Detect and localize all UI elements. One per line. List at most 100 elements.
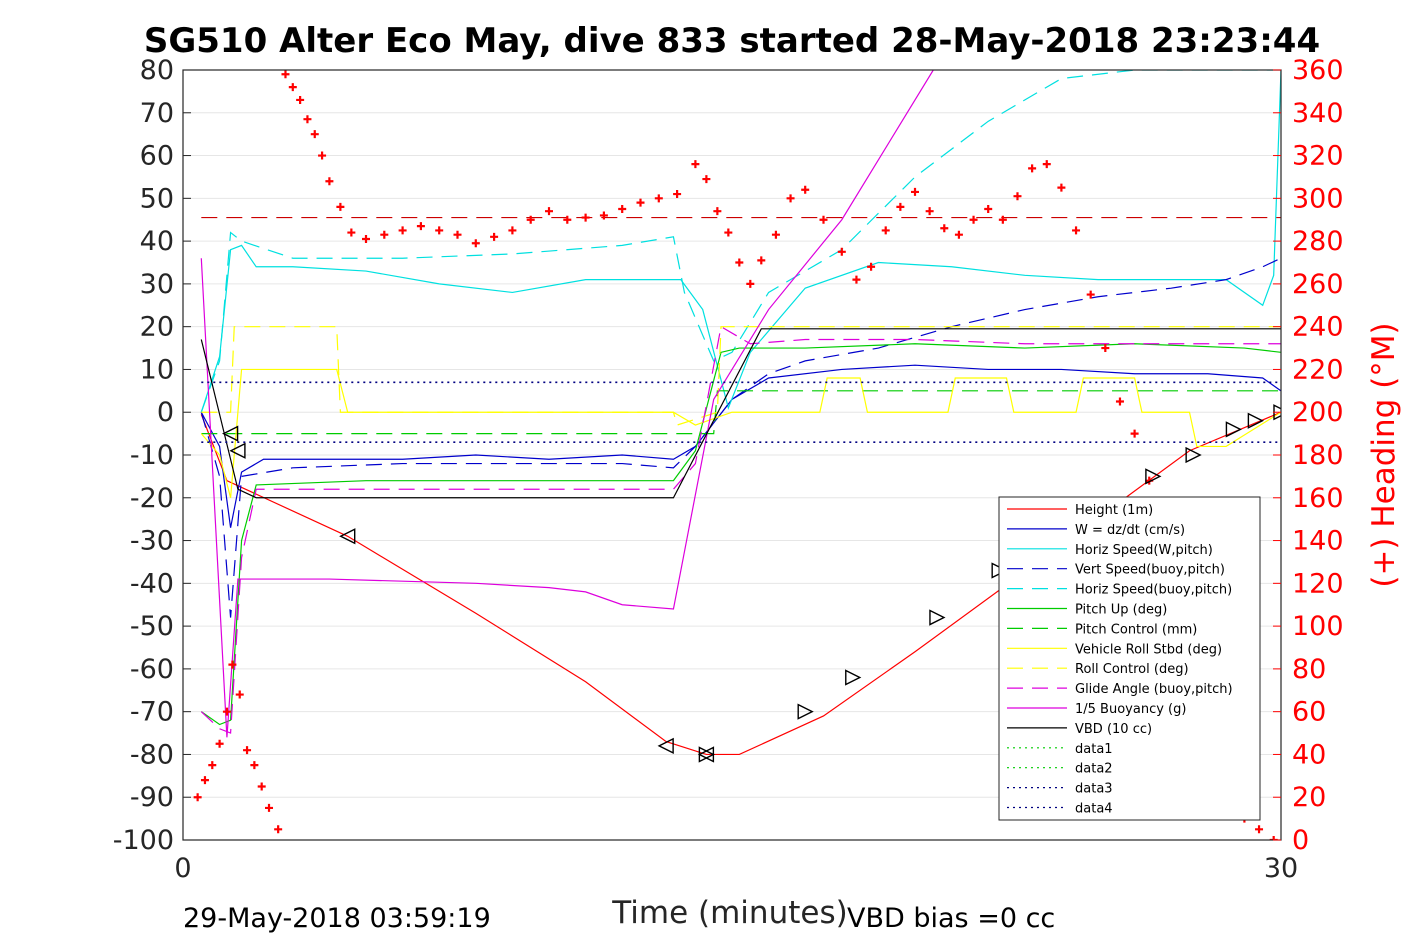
dive-marker bbox=[229, 442, 246, 459]
y-tick-label: -100 bbox=[113, 825, 174, 856]
heading-point bbox=[713, 207, 722, 216]
right-tick-label: 180 bbox=[1292, 440, 1344, 471]
y-tick-label: -20 bbox=[130, 483, 174, 514]
right-tick-label: 320 bbox=[1292, 141, 1344, 172]
heading-point bbox=[984, 205, 993, 214]
heading-point bbox=[1086, 290, 1095, 299]
series-vehicle-roll-stbd-deg- bbox=[200, 368, 1281, 498]
heading-point bbox=[228, 660, 237, 669]
heading-point bbox=[954, 230, 963, 239]
legend-entry: data4 bbox=[1075, 802, 1113, 817]
left-y-axis: 80 70 60 50 40 30 20 10 0 -10 -20 -30 -40 -50 -60 -70 -8… bbox=[113, 55, 191, 856]
heading-point bbox=[691, 160, 700, 169]
heading-point bbox=[508, 226, 517, 235]
series-vbd-10-cc- bbox=[200, 328, 1281, 499]
dive-marker bbox=[222, 425, 239, 442]
legend-entry: data1 bbox=[1075, 742, 1113, 757]
heading-point bbox=[911, 187, 919, 196]
right-tick-label: 280 bbox=[1292, 226, 1344, 257]
right-tick-label: 260 bbox=[1292, 269, 1344, 300]
legend-entry: VBD (10 cc) bbox=[1075, 722, 1152, 737]
y-tick-label: -30 bbox=[130, 526, 174, 557]
heading-point bbox=[563, 215, 572, 224]
heading-point bbox=[380, 230, 389, 239]
heading-point bbox=[325, 177, 334, 186]
heading-point bbox=[490, 232, 499, 241]
heading-point bbox=[925, 207, 934, 216]
heading-point bbox=[867, 262, 876, 271]
right-tick-label: 240 bbox=[1292, 312, 1344, 343]
heading-point bbox=[673, 190, 682, 199]
heading-point bbox=[336, 202, 345, 211]
x-axis-label: Time (minutes) bbox=[611, 895, 847, 931]
right-tick-label: 140 bbox=[1292, 526, 1344, 557]
right-y-axis-label: (+) Heading (°M) bbox=[1366, 322, 1402, 587]
right-tick-label: 120 bbox=[1292, 568, 1344, 599]
heading-point bbox=[250, 761, 259, 770]
heading-point bbox=[265, 803, 274, 812]
x-tick-label: 0 bbox=[174, 853, 191, 884]
heading-point bbox=[786, 194, 795, 203]
heading-point bbox=[1072, 226, 1081, 235]
y-tick-label: -50 bbox=[130, 611, 174, 642]
legend-entry: Pitch Up (deg) bbox=[1075, 603, 1167, 618]
heading-point bbox=[1101, 344, 1110, 353]
legend-entry: 1/5 Buoyancy (g) bbox=[1075, 702, 1186, 717]
heading-point bbox=[852, 275, 861, 284]
heading-point bbox=[362, 234, 370, 243]
heading-point bbox=[274, 825, 283, 834]
heading-point bbox=[243, 746, 252, 755]
series-horiz-speed-buoy-pitch- bbox=[200, 70, 1281, 413]
legend-entry: Glide Angle (buoy,pitch) bbox=[1075, 682, 1233, 697]
climb-marker bbox=[698, 746, 715, 763]
legend-box bbox=[998, 496, 1261, 821]
series-horiz-speed-w-pitch- bbox=[200, 70, 1281, 413]
y-tick-label: -40 bbox=[130, 568, 174, 599]
climb-marker bbox=[797, 703, 814, 720]
heading-point bbox=[1130, 429, 1139, 438]
y-tick-label: -80 bbox=[130, 739, 174, 770]
climb-marker bbox=[929, 609, 946, 626]
climb-marker bbox=[1225, 421, 1242, 438]
heading-point bbox=[581, 213, 590, 222]
heading-point bbox=[837, 247, 846, 256]
series-vert-speed-buoy-pitch- bbox=[200, 257, 1281, 618]
heading-point bbox=[235, 690, 244, 699]
right-tick-label: 340 bbox=[1292, 98, 1344, 129]
right-tick-label: 40 bbox=[1292, 739, 1326, 770]
climb-marker bbox=[1145, 468, 1162, 485]
heading-point bbox=[940, 224, 949, 233]
heading-point bbox=[318, 151, 327, 160]
y-tick-label: 0 bbox=[157, 397, 174, 428]
y-tick-label: 10 bbox=[140, 354, 174, 385]
right-tick-label: 220 bbox=[1292, 354, 1344, 385]
climb-marker bbox=[845, 669, 862, 686]
y-tick-label: 60 bbox=[140, 141, 174, 172]
heading-point bbox=[969, 215, 978, 224]
footer-timestamp: 29-May-2018 03:59:19 bbox=[183, 903, 491, 934]
heading-point bbox=[288, 83, 297, 92]
heading-point bbox=[819, 215, 828, 224]
right-y-axis: 3603403203002802602402202001801601401201… bbox=[1273, 55, 1344, 856]
heading-point bbox=[193, 793, 202, 802]
heading-point bbox=[222, 707, 231, 716]
heading-point bbox=[453, 230, 462, 239]
legend-entry: Vert Speed(buoy,pitch) bbox=[1075, 563, 1225, 578]
heading-point bbox=[281, 70, 290, 79]
right-tick-label: 100 bbox=[1292, 611, 1344, 642]
legend-entry: W = dz/dt (cm/s) bbox=[1075, 523, 1185, 538]
heading-point bbox=[257, 782, 266, 791]
legend-entry: data2 bbox=[1075, 762, 1113, 777]
heading-point bbox=[702, 175, 711, 184]
heading-point bbox=[347, 228, 356, 237]
y-tick-label: -70 bbox=[130, 697, 174, 728]
y-tick-label: -10 bbox=[130, 440, 174, 471]
heading-point bbox=[757, 256, 766, 265]
y-tick-label: 70 bbox=[140, 98, 174, 129]
legend-entry: Vehicle Roll Stbd (deg) bbox=[1075, 642, 1222, 657]
heading-point bbox=[654, 194, 663, 203]
y-tick-label: -90 bbox=[130, 782, 174, 813]
heading-point bbox=[724, 228, 733, 237]
right-tick-label: 0 bbox=[1292, 825, 1309, 856]
